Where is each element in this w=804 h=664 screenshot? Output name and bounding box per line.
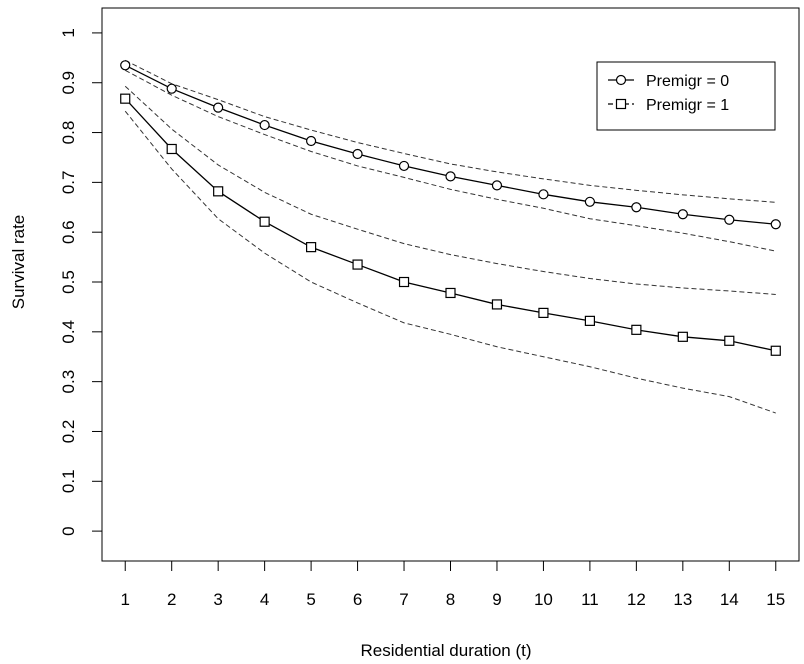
x-tick-label: 6 bbox=[353, 590, 362, 609]
series-1-point bbox=[538, 307, 549, 318]
y-tick-label: 0.2 bbox=[59, 420, 78, 444]
legend-label-premigr-1: Premigr = 1 bbox=[646, 97, 729, 114]
legend-marker-square bbox=[615, 98, 627, 110]
x-tick-label: 10 bbox=[534, 590, 553, 609]
series-1-point bbox=[724, 335, 735, 346]
y-tick-label: 0 bbox=[59, 526, 78, 535]
y-tick-label: 0.3 bbox=[59, 370, 78, 394]
series-1-point bbox=[491, 299, 503, 310]
series-0-point bbox=[166, 83, 177, 94]
series-0-point bbox=[120, 60, 131, 71]
x-tick-label: 14 bbox=[720, 590, 739, 609]
series-1-point bbox=[120, 93, 131, 104]
series-1-point bbox=[213, 186, 224, 197]
series-1-point bbox=[259, 216, 270, 227]
series-1-point bbox=[398, 276, 410, 288]
y-tick-label: 0.5 bbox=[59, 270, 78, 294]
series-markers bbox=[120, 60, 781, 356]
y-tick-label: 0.6 bbox=[59, 220, 78, 244]
series-1-line bbox=[124, 98, 776, 352]
series-1-ci-lower-line bbox=[124, 110, 776, 414]
x-tick-label: 5 bbox=[306, 590, 315, 609]
x-tick-label: 7 bbox=[399, 590, 408, 609]
x-tick-label: 1 bbox=[120, 590, 129, 609]
x-tick-label: 13 bbox=[673, 590, 692, 609]
series-0-point bbox=[352, 148, 363, 160]
series-0-ci-upper-line bbox=[125, 59, 776, 203]
series-0-point bbox=[584, 196, 596, 207]
series-0-point bbox=[724, 214, 735, 225]
y-tick-label: 1 bbox=[59, 28, 78, 37]
x-tick-label: 15 bbox=[766, 590, 785, 609]
series-0-point bbox=[631, 202, 642, 213]
series-1-point bbox=[445, 287, 456, 299]
x-tick-label: 3 bbox=[213, 590, 222, 609]
series-1-point bbox=[306, 242, 317, 253]
series-0-point bbox=[770, 219, 781, 230]
series-1-point bbox=[166, 143, 177, 155]
x-tick-label: 2 bbox=[167, 590, 176, 609]
x-tick-label: 8 bbox=[446, 590, 455, 609]
confidence-band-lines bbox=[124, 59, 776, 414]
x-tick-label: 12 bbox=[627, 590, 646, 609]
series-0-point bbox=[259, 119, 270, 131]
series-0-point bbox=[213, 102, 224, 113]
series-0-point bbox=[677, 209, 688, 220]
series-1-point bbox=[584, 315, 596, 326]
series-1-ci-upper-line bbox=[124, 85, 776, 295]
legend-marker-circle bbox=[615, 74, 627, 86]
series-0-point bbox=[538, 189, 549, 200]
series-0-ci-lower-line bbox=[124, 69, 776, 252]
x-tick-label: 11 bbox=[581, 590, 599, 609]
y-tick-label: 0.9 bbox=[59, 71, 78, 95]
series-0-point bbox=[445, 171, 456, 182]
y-tick-label: 0.8 bbox=[59, 121, 78, 145]
series-0-point bbox=[398, 160, 410, 172]
x-tick-label: 4 bbox=[260, 590, 269, 609]
y-tick-label: 0.4 bbox=[59, 320, 78, 344]
series-1-point bbox=[677, 331, 688, 342]
legend-label-premigr-0: Premigr = 0 bbox=[646, 73, 729, 90]
y-tick-label: 0.1 bbox=[59, 469, 78, 493]
legend: Premigr = 0 Premigr = 1 bbox=[596, 61, 776, 131]
series-1-point bbox=[631, 324, 642, 335]
x-tick-label: 9 bbox=[492, 590, 501, 609]
y-axis-title: Survival rate bbox=[9, 215, 28, 309]
x-axis: 1 2 3 4 5 6 7 8 9 10 11 12 13 14 15 bbox=[120, 561, 785, 609]
y-tick-label: 0.7 bbox=[59, 171, 78, 195]
series-0-point bbox=[306, 135, 317, 147]
legend-box bbox=[596, 61, 776, 131]
y-axis: 0 0.1 0.2 0.3 0.4 0.5 0.6 0.7 0.8 0.9 1 bbox=[59, 28, 102, 536]
x-axis-title: Residential duration (t) bbox=[360, 641, 531, 660]
series-1-point bbox=[770, 345, 781, 356]
series-0-point bbox=[491, 180, 503, 191]
series-1-point bbox=[352, 259, 363, 270]
